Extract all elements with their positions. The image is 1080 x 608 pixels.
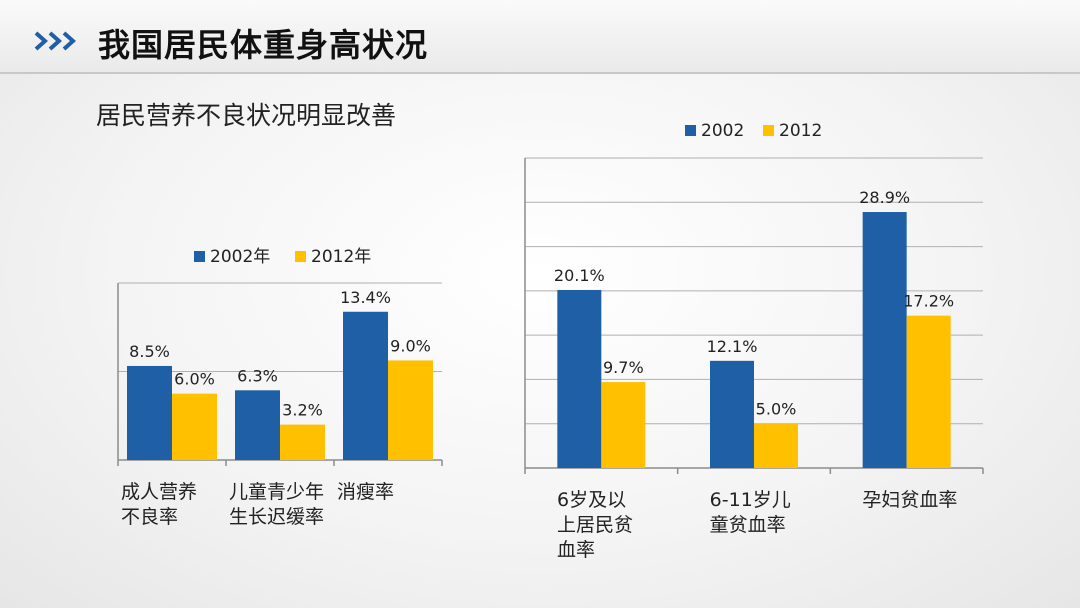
category-label-line: 孕妇贫血率 <box>862 489 957 511</box>
data-label: 6.3% <box>237 366 278 385</box>
legend-label: 2012 <box>779 121 822 141</box>
data-label: 3.2% <box>282 401 323 420</box>
page-title: 我国居民体重身高状况 <box>98 26 429 64</box>
bar <box>862 212 907 468</box>
category-label-line: 6-11岁儿 <box>710 489 791 511</box>
data-label: 6.0% <box>174 370 215 389</box>
category-label-line: 儿童青少年 <box>229 481 324 503</box>
bar <box>754 423 798 468</box>
category-label: 6-11岁儿童贫血率 <box>710 489 791 536</box>
category-label-line: 成人营养 <box>121 481 197 503</box>
data-label: 5.0% <box>756 400 797 419</box>
legend-swatch <box>685 125 696 136</box>
legend-swatch <box>194 251 205 262</box>
category-label: 6岁及以上居民贫血率 <box>557 489 633 561</box>
category-label: 孕妇贫血率 <box>862 489 957 511</box>
bar <box>906 315 951 468</box>
page-subtitle: 居民营养不良状况明显改善 <box>96 101 397 130</box>
data-label: 13.4% <box>340 288 391 307</box>
bar <box>280 424 325 460</box>
bar <box>710 360 754 468</box>
bar <box>388 360 433 460</box>
legend-label: 2002年 <box>210 247 270 267</box>
category-label-line: 生长迟缓率 <box>229 506 324 528</box>
bar <box>343 311 388 460</box>
data-label: 20.1% <box>554 266 605 285</box>
legend-swatch <box>295 251 306 262</box>
chevron-arrows-icon <box>34 31 77 51</box>
category-label-line: 6岁及以 <box>557 489 626 511</box>
legend-label: 2012年 <box>311 247 371 267</box>
category-label-line: 血率 <box>557 539 595 561</box>
bar <box>127 365 172 460</box>
category-label-line: 上居民贫 <box>557 514 633 536</box>
category-label: 成人营养不良率 <box>121 481 197 528</box>
category-label: 消瘦率 <box>337 481 394 503</box>
bar <box>557 289 602 468</box>
data-label: 8.5% <box>129 342 170 361</box>
bar <box>172 393 217 460</box>
header-band <box>0 0 1080 74</box>
bar <box>601 382 646 468</box>
legend-label: 2002 <box>701 121 744 141</box>
data-label: 9.0% <box>390 336 431 355</box>
bar <box>235 390 280 460</box>
data-label: 17.2% <box>903 292 954 311</box>
data-label: 9.7% <box>603 358 644 377</box>
data-label: 28.9% <box>859 188 910 207</box>
legend-swatch <box>763 125 774 136</box>
data-label: 12.1% <box>707 337 758 356</box>
category-label-line: 消瘦率 <box>337 481 394 503</box>
category-label-line: 童贫血率 <box>710 514 786 536</box>
category-label: 儿童青少年生长迟缓率 <box>229 481 324 528</box>
category-label-line: 不良率 <box>121 506 178 528</box>
